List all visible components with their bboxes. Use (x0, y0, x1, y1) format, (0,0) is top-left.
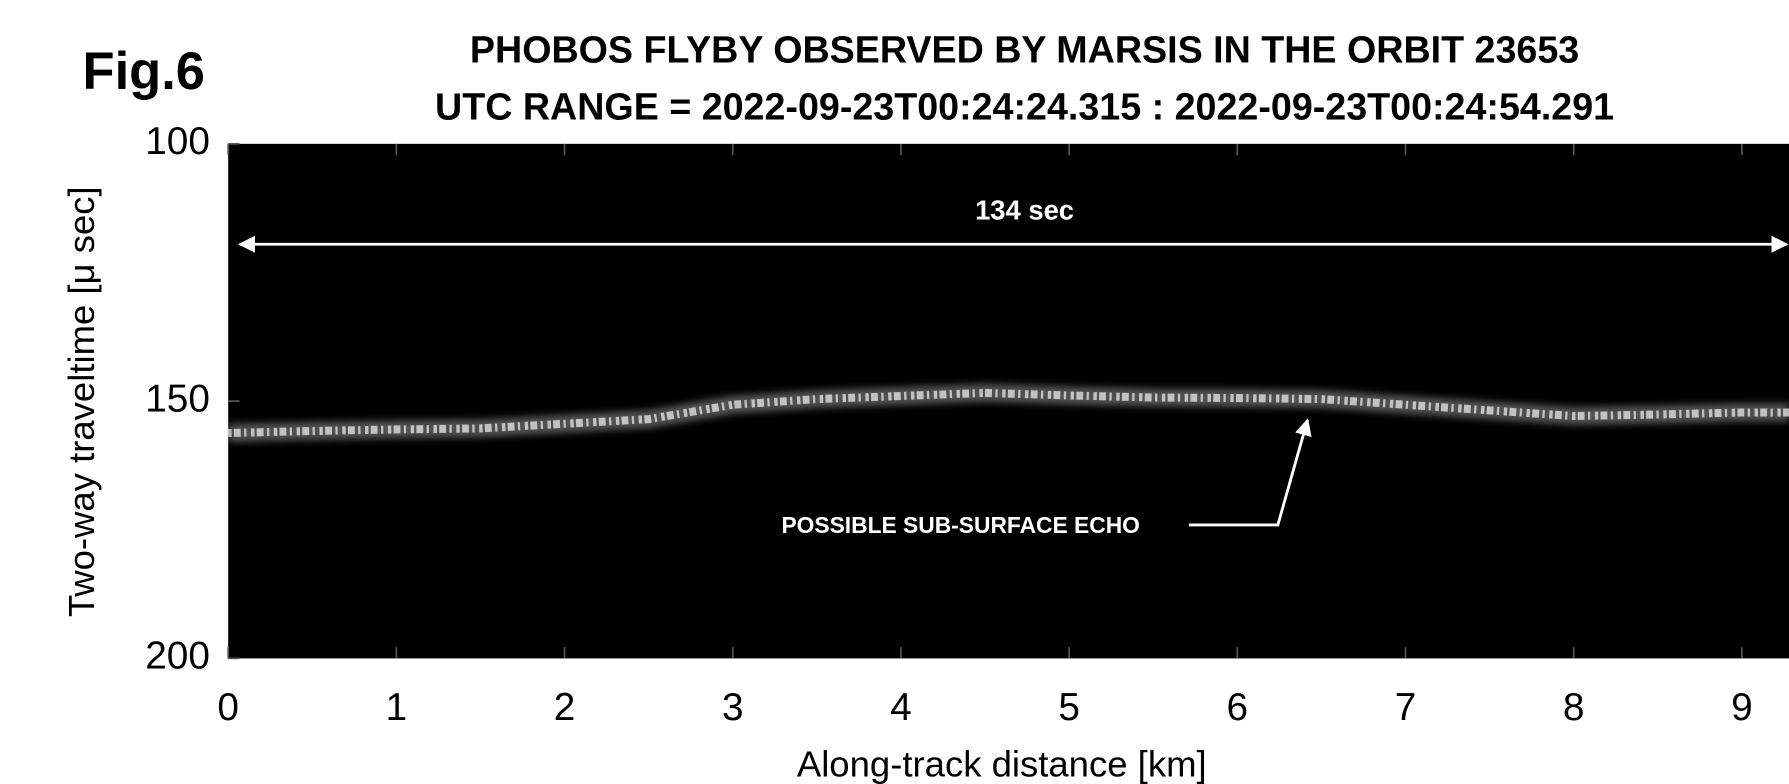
x-tick-label: 4 (890, 686, 912, 729)
figure-label: Fig.6 (83, 42, 205, 101)
annotation-arrow (1188, 418, 1312, 527)
chart-title: PHOBOS FLYBY OBSERVED BY MARSIS IN THE O… (470, 29, 1579, 71)
x-tick-label: 1 (386, 686, 408, 729)
x-tick-label: 3 (722, 686, 744, 729)
x-tick-label: 6 (1227, 686, 1249, 729)
x-tick-label: 8 (1563, 686, 1585, 729)
y-tick-label: 200 (145, 635, 210, 678)
echo (228, 388, 1789, 438)
annotation: 134 sec (975, 195, 1074, 226)
y-tick-label: 100 (145, 120, 210, 163)
y-axis-label: Two-way traveltime [μ sec] (61, 186, 102, 617)
x-tick-label: 9 (1731, 686, 1753, 729)
x-tick-label: 7 (1395, 686, 1417, 729)
x-axis-label: Along-track distance [km] (797, 743, 1207, 784)
x-tick-label: 5 (1058, 686, 1080, 729)
chart-subtitle: UTC RANGE = 2022-09-23T00:24:24.315 : 20… (435, 86, 1614, 128)
x-tick-label: 2 (554, 686, 576, 729)
y-tick-label: 150 (145, 377, 210, 420)
marks (227, 142, 1789, 660)
annotation: POSSIBLE SUB-SURFACE ECHO (781, 512, 1139, 538)
x-tick-label: 0 (217, 686, 239, 729)
